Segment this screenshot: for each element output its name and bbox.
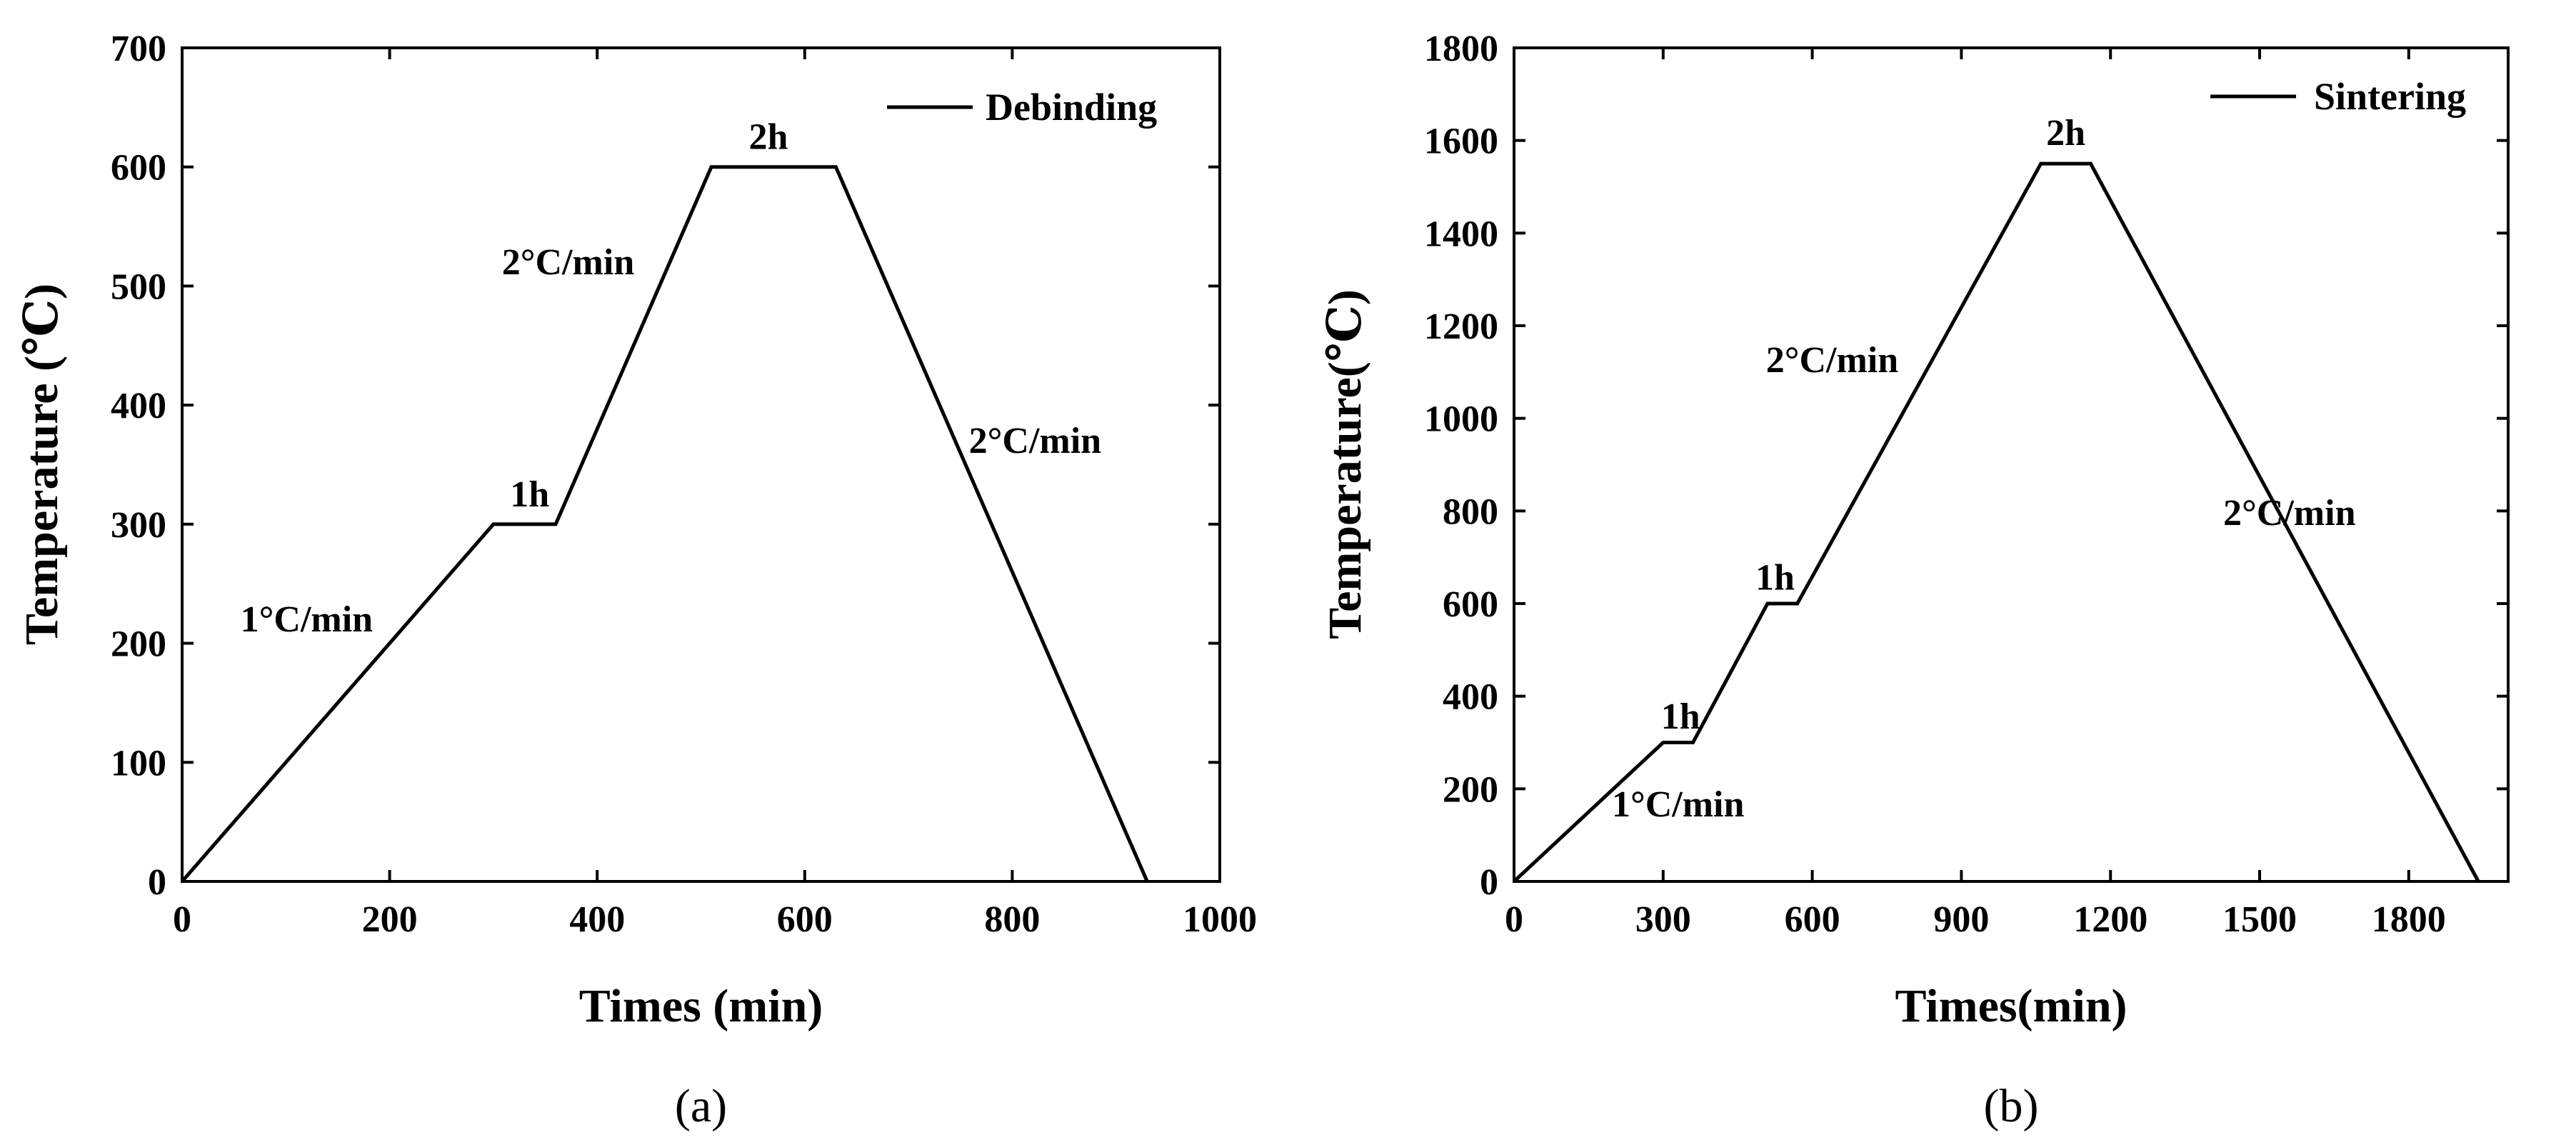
y-tick-label: 0 xyxy=(148,862,166,903)
y-axis-title: Temperature (℃) xyxy=(16,284,68,645)
annotation-label: 1°C/min xyxy=(1612,784,1745,825)
y-tick-label: 300 xyxy=(111,505,166,546)
panel-label: (a) xyxy=(675,1080,727,1132)
x-tick-label: 400 xyxy=(569,899,625,940)
y-tick-label: 1400 xyxy=(1424,214,1498,254)
y-tick-label: 1200 xyxy=(1424,306,1498,347)
plot-frame-a xyxy=(181,46,1221,883)
y-tick-label: 400 xyxy=(1443,677,1498,718)
series-line-sintering xyxy=(1513,161,2480,883)
annotation-label: 1h xyxy=(510,474,549,515)
x-tick-label: 600 xyxy=(1785,899,1840,940)
annotation-label: 1°C/min xyxy=(241,599,374,640)
x-tick-label: 300 xyxy=(1635,899,1691,940)
legend-label: Debinding xyxy=(986,86,1157,129)
x-tick-label: 1500 xyxy=(2222,899,2297,940)
panel-label: (b) xyxy=(1984,1080,2039,1132)
annotation-label: 2°C/min xyxy=(502,242,635,283)
annotation-label: 2°C/min xyxy=(969,421,1102,461)
y-tick-label: 800 xyxy=(1443,491,1498,532)
annotation-label: 2°C/min xyxy=(2223,493,2356,534)
x-tick-label: 1000 xyxy=(1183,899,1257,940)
annotation-label: 1h xyxy=(1661,696,1700,737)
y-tick-label: 400 xyxy=(111,386,166,426)
x-axis-title: Times (min) xyxy=(579,980,823,1032)
x-tick-label: 1200 xyxy=(2073,899,2147,940)
legend-label: Sintering xyxy=(2314,75,2466,118)
y-tick-label: 600 xyxy=(111,148,166,189)
annotation-label: 1h xyxy=(1755,558,1795,599)
annotation-label: 2°C/min xyxy=(1766,340,1899,381)
x-tick-label: 900 xyxy=(1933,899,1989,940)
y-axis-title: Temperature(℃) xyxy=(1319,289,1371,639)
y-tick-label: 0 xyxy=(1480,862,1498,903)
x-tick-label: 200 xyxy=(362,899,418,940)
x-tick-label: 800 xyxy=(984,899,1040,940)
y-tick-label: 700 xyxy=(111,29,166,69)
plot-frame-b xyxy=(1513,46,2510,883)
legend: Sintering xyxy=(2210,75,2466,118)
y-tick-label: 500 xyxy=(111,266,166,307)
y-tick-label: 200 xyxy=(1443,769,1498,810)
y-tick-label: 1600 xyxy=(1424,121,1498,162)
annotation-label: 2h xyxy=(2046,113,2085,154)
x-tick-label: 0 xyxy=(173,899,191,940)
y-tick-label: 1800 xyxy=(1424,29,1498,69)
x-tick-label: 0 xyxy=(1505,899,1523,940)
annotation-label: 2h xyxy=(748,117,788,158)
y-tick-label: 100 xyxy=(111,743,166,784)
x-tick-label: 1800 xyxy=(2372,899,2446,940)
legend: Debinding xyxy=(887,86,1157,129)
series-line-debinding xyxy=(181,165,1149,883)
x-axis-title: Times(min) xyxy=(1895,980,2127,1032)
y-tick-label: 600 xyxy=(1443,584,1498,625)
chart-a: 0 200 400 600 800 1000 0 100 200 300 400 500 600 700 1… xyxy=(16,29,1257,1132)
y-tick-label: 1000 xyxy=(1424,399,1498,440)
y-tick-label: 200 xyxy=(111,624,166,665)
chart-b: 0 300 600 900 1200 1500 1800 0 200 400 600 800 1000 1… xyxy=(1319,29,2510,1132)
x-tick-label: 600 xyxy=(777,899,833,940)
